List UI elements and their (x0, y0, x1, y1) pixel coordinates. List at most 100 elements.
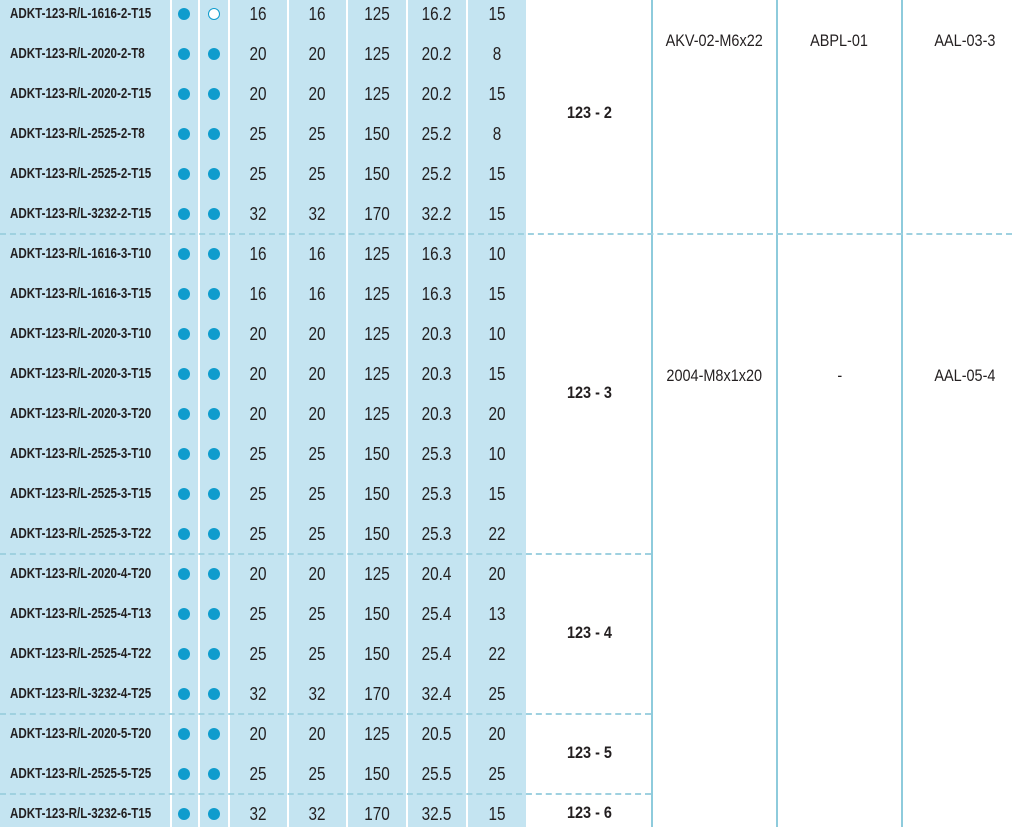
dimension-value: 125 (364, 363, 390, 384)
group-separator (0, 713, 651, 715)
dimension-value: 150 (364, 123, 390, 144)
item-code: ADKT-123-R/L-2525-5-T25 (0, 754, 170, 794)
dimension-value: 125 (364, 403, 390, 424)
dimension-value: 25 (249, 643, 267, 664)
item-code: ADKT-123-R/L-3232-6-T15 (0, 794, 170, 834)
dimension-value: 20 (249, 563, 267, 584)
filled-circle-icon (178, 688, 190, 700)
dimension-cell: 25 (229, 114, 287, 154)
group-separator (0, 233, 1012, 235)
dimension-value: 16 (308, 243, 326, 264)
availability-cell (170, 434, 198, 474)
filled-circle-icon (178, 248, 190, 260)
dimension-value: 20 (488, 723, 506, 744)
availability-cell (170, 354, 198, 394)
item-code: ADKT-123-R/L-2020-2-T15 (0, 74, 170, 114)
column-rule (901, 0, 903, 827)
table-row: ADKT-123-R/L-2020-2-T8 20 20 125 20.2 8 (0, 34, 526, 74)
item-code: ADKT-123-R/L-2525-2-T15 (0, 154, 170, 194)
availability-cell (200, 794, 228, 834)
dimension-value: 20 (308, 723, 326, 744)
filled-circle-icon (208, 768, 220, 780)
column-divider (406, 0, 408, 827)
item-code: ADKT-123-R/L-1616-3-T10 (0, 234, 170, 274)
filled-circle-icon (178, 528, 190, 540)
dimension-value: 150 (364, 483, 390, 504)
dimension-value: 32 (308, 683, 326, 704)
column-divider (346, 0, 348, 827)
dimension-cell: 8 (468, 114, 526, 154)
item-code-text: ADKT-123-R/L-2525-4-T13 (10, 606, 152, 622)
dimension-cell: 16 (288, 0, 346, 34)
dimension-cell: 15 (468, 154, 526, 194)
availability-cell (200, 0, 228, 34)
dimension-value: 16 (308, 283, 326, 304)
dimension-value: 125 (364, 723, 390, 744)
dimension-value: 20.5 (422, 723, 452, 744)
dimension-value: 16.3 (422, 243, 452, 264)
dimension-value: 170 (364, 203, 390, 224)
dimension-cell: 20 (468, 394, 526, 434)
dimension-value: 150 (364, 603, 390, 624)
dimension-value: 170 (364, 803, 390, 824)
dimension-value: 20.4 (422, 563, 452, 584)
dimension-cell: 25 (229, 514, 287, 554)
dimension-value: 25.4 (422, 603, 452, 624)
accessory-plate: ABPL-01 (778, 31, 901, 51)
dimension-value: 32.2 (422, 203, 452, 224)
dimension-value: 32 (308, 803, 326, 824)
dimension-cell: 150 (348, 514, 406, 554)
dimension-value: 25 (308, 443, 326, 464)
availability-cell (200, 234, 228, 274)
dimension-value: 32 (308, 203, 326, 224)
table-row: ADKT-123-R/L-3232-6-T15 32 32 170 32.5 15 (0, 794, 526, 834)
table-row: ADKT-123-R/L-1616-3-T15 16 16 125 16.3 15 (0, 274, 526, 314)
dimension-cell: 15 (468, 0, 526, 34)
dimension-value: 25 (308, 763, 326, 784)
filled-circle-icon (178, 8, 190, 20)
dimension-value: 20 (249, 363, 267, 384)
item-code: ADKT-123-R/L-2525-3-T15 (0, 474, 170, 514)
dimension-value: 25 (308, 123, 326, 144)
dimension-value: 16.3 (422, 283, 452, 304)
dimension-value: 125 (364, 283, 390, 304)
dimension-cell: 170 (348, 194, 406, 234)
dimension-cell: 32 (288, 794, 346, 834)
accessory-key-text: AAL-05-4 (933, 366, 996, 385)
dimension-cell: 20 (288, 394, 346, 434)
dimension-cell: 20 (288, 554, 346, 594)
dimension-cell: 22 (468, 634, 526, 674)
dimension-value: 25 (308, 163, 326, 184)
dimension-value: 125 (364, 563, 390, 584)
item-code: ADKT-123-R/L-2525-2-T8 (0, 114, 170, 154)
dimension-cell: 13 (468, 594, 526, 634)
availability-cell (170, 0, 198, 34)
dimension-value: 16 (308, 3, 326, 24)
dimension-cell: 125 (348, 554, 406, 594)
column-divider (228, 0, 230, 827)
table-row: ADKT-123-R/L-2020-4-T20 20 20 125 20.4 20 (0, 554, 526, 594)
dimension-cell: 25.2 (408, 154, 466, 194)
item-code: ADKT-123-R/L-3232-2-T15 (0, 194, 170, 234)
group-label-text: 123 - 5 (567, 743, 612, 762)
filled-circle-icon (178, 728, 190, 740)
dimension-value: 20.3 (422, 363, 452, 384)
dimension-value: 16 (249, 283, 267, 304)
group-separator (0, 553, 651, 555)
dimension-cell: 32.2 (408, 194, 466, 234)
accessory-screw: 2004-M8x1x20 (653, 366, 776, 386)
dimension-cell: 32.5 (408, 794, 466, 834)
dimension-value: 25 (308, 643, 326, 664)
dimension-cell: 16.3 (408, 234, 466, 274)
dimension-value: 25 (308, 523, 326, 544)
dimension-value: 25.4 (422, 643, 452, 664)
filled-circle-icon (178, 568, 190, 580)
dimension-cell: 170 (348, 794, 406, 834)
availability-cell (200, 74, 228, 114)
dimension-value: 150 (364, 443, 390, 464)
dimension-cell: 150 (348, 154, 406, 194)
table-row: ADKT-123-R/L-2525-3-T10 25 25 150 25.3 10 (0, 434, 526, 474)
accessory-screw: AKV-02-M6x22 (653, 31, 776, 51)
item-code: ADKT-123-R/L-3232-4-T25 (0, 674, 170, 714)
dimension-value: 15 (488, 3, 506, 24)
